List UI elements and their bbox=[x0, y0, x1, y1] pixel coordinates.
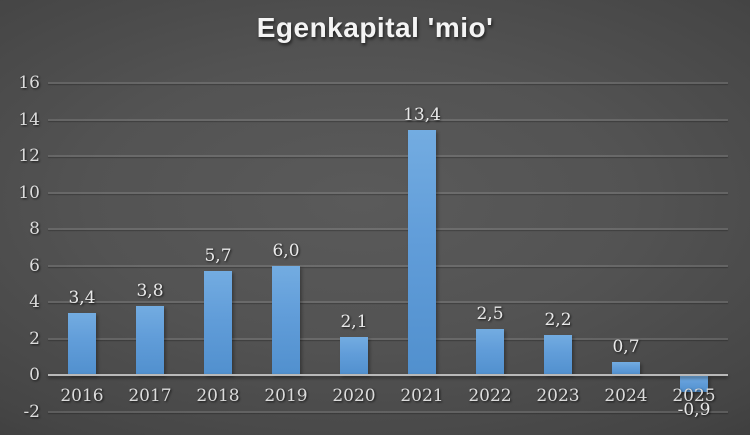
x-tick-label: 2025 bbox=[672, 386, 716, 406]
chart-title: Egenkapital 'mio' bbox=[256, 12, 494, 43]
y-tick-label: 14 bbox=[18, 109, 40, 130]
bar-value-label: 3,4 bbox=[68, 287, 96, 308]
y-tick-label: 6 bbox=[29, 255, 40, 276]
y-tick-label: 12 bbox=[18, 146, 40, 166]
bar bbox=[340, 336, 368, 375]
gridline bbox=[48, 410, 728, 413]
bar bbox=[68, 312, 96, 375]
x-tick-label: 2019 bbox=[264, 386, 308, 406]
bar-value-label: 3,8 bbox=[136, 280, 164, 301]
gridline bbox=[48, 118, 728, 121]
bar-value-label: 6,0 bbox=[272, 240, 300, 261]
y-tick-label: 2 bbox=[29, 328, 40, 349]
x-tick-label: 2023 bbox=[536, 386, 580, 406]
bar-value-label: 5,7 bbox=[204, 245, 232, 266]
y-tick-label: 10 bbox=[18, 182, 40, 203]
bar bbox=[680, 376, 708, 393]
bar bbox=[136, 305, 164, 375]
x-tick-label: 2018 bbox=[196, 386, 240, 406]
gridline bbox=[48, 264, 728, 267]
y-tick-label: 0 bbox=[29, 365, 40, 385]
bar bbox=[272, 265, 300, 375]
x-tick-label: 2024 bbox=[604, 386, 648, 406]
y-tick-label: 4 bbox=[29, 292, 40, 312]
bar bbox=[204, 270, 232, 375]
x-tick-label: 2022 bbox=[468, 386, 512, 406]
y-tick-label: 16 bbox=[18, 73, 40, 93]
y-tick-label: 8 bbox=[29, 219, 40, 239]
x-tick-label: 2020 bbox=[332, 386, 376, 406]
bar bbox=[544, 334, 572, 375]
gridline bbox=[48, 301, 728, 303]
gridline bbox=[48, 82, 728, 84]
gridline bbox=[48, 228, 728, 230]
x-tick-label: 2017 bbox=[128, 386, 172, 406]
y-tick-label: -2 bbox=[23, 401, 40, 422]
bar bbox=[476, 329, 504, 375]
gridline bbox=[48, 155, 728, 157]
bar-value-label: 13,4 bbox=[403, 105, 441, 126]
bar-value-label: 2,2 bbox=[544, 309, 572, 330]
bar-value-label: 0,7 bbox=[612, 337, 640, 358]
bar-value-label: -0,9 bbox=[677, 400, 711, 421]
zero-axis-line bbox=[48, 374, 728, 376]
x-tick-label: 2016 bbox=[60, 386, 104, 406]
bar-value-label: 2,5 bbox=[476, 304, 504, 325]
gridline bbox=[48, 337, 728, 340]
bar bbox=[612, 362, 640, 375]
x-tick-label: 2021 bbox=[400, 386, 444, 406]
bar-value-label: 2,1 bbox=[340, 311, 368, 332]
gridline bbox=[48, 191, 728, 194]
bar bbox=[408, 130, 436, 375]
